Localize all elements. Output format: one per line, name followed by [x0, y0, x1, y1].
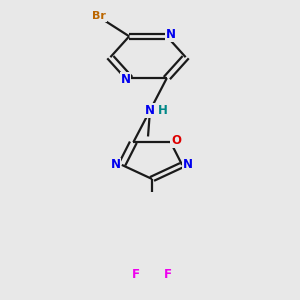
Text: N: N — [183, 158, 193, 171]
Text: N: N — [165, 28, 176, 41]
Text: O: O — [171, 134, 181, 147]
Text: N: N — [111, 158, 121, 171]
Text: N: N — [145, 104, 155, 117]
Text: Br: Br — [92, 11, 106, 21]
Text: F: F — [164, 268, 172, 281]
Text: H: H — [158, 104, 167, 117]
Text: F: F — [132, 268, 140, 281]
Text: N: N — [121, 73, 130, 86]
